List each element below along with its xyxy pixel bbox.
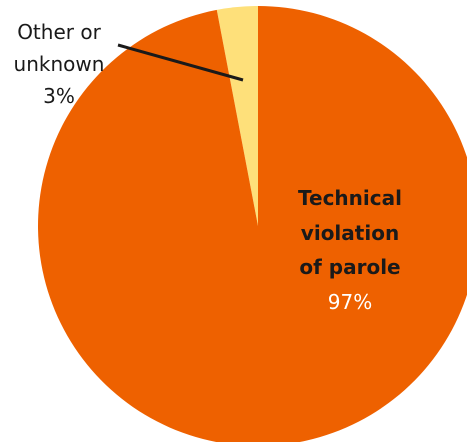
label-other-line-1: Other or [17,20,101,44]
label-technical-line-1: Technical [298,186,402,210]
label-other-percent: 3% [43,84,75,108]
label-technical-line-2: violation [301,221,399,245]
label-technical-percent: 97% [328,290,372,314]
label-other-line-2: unknown [14,52,105,76]
label-technical-line-3: of parole [299,255,400,279]
